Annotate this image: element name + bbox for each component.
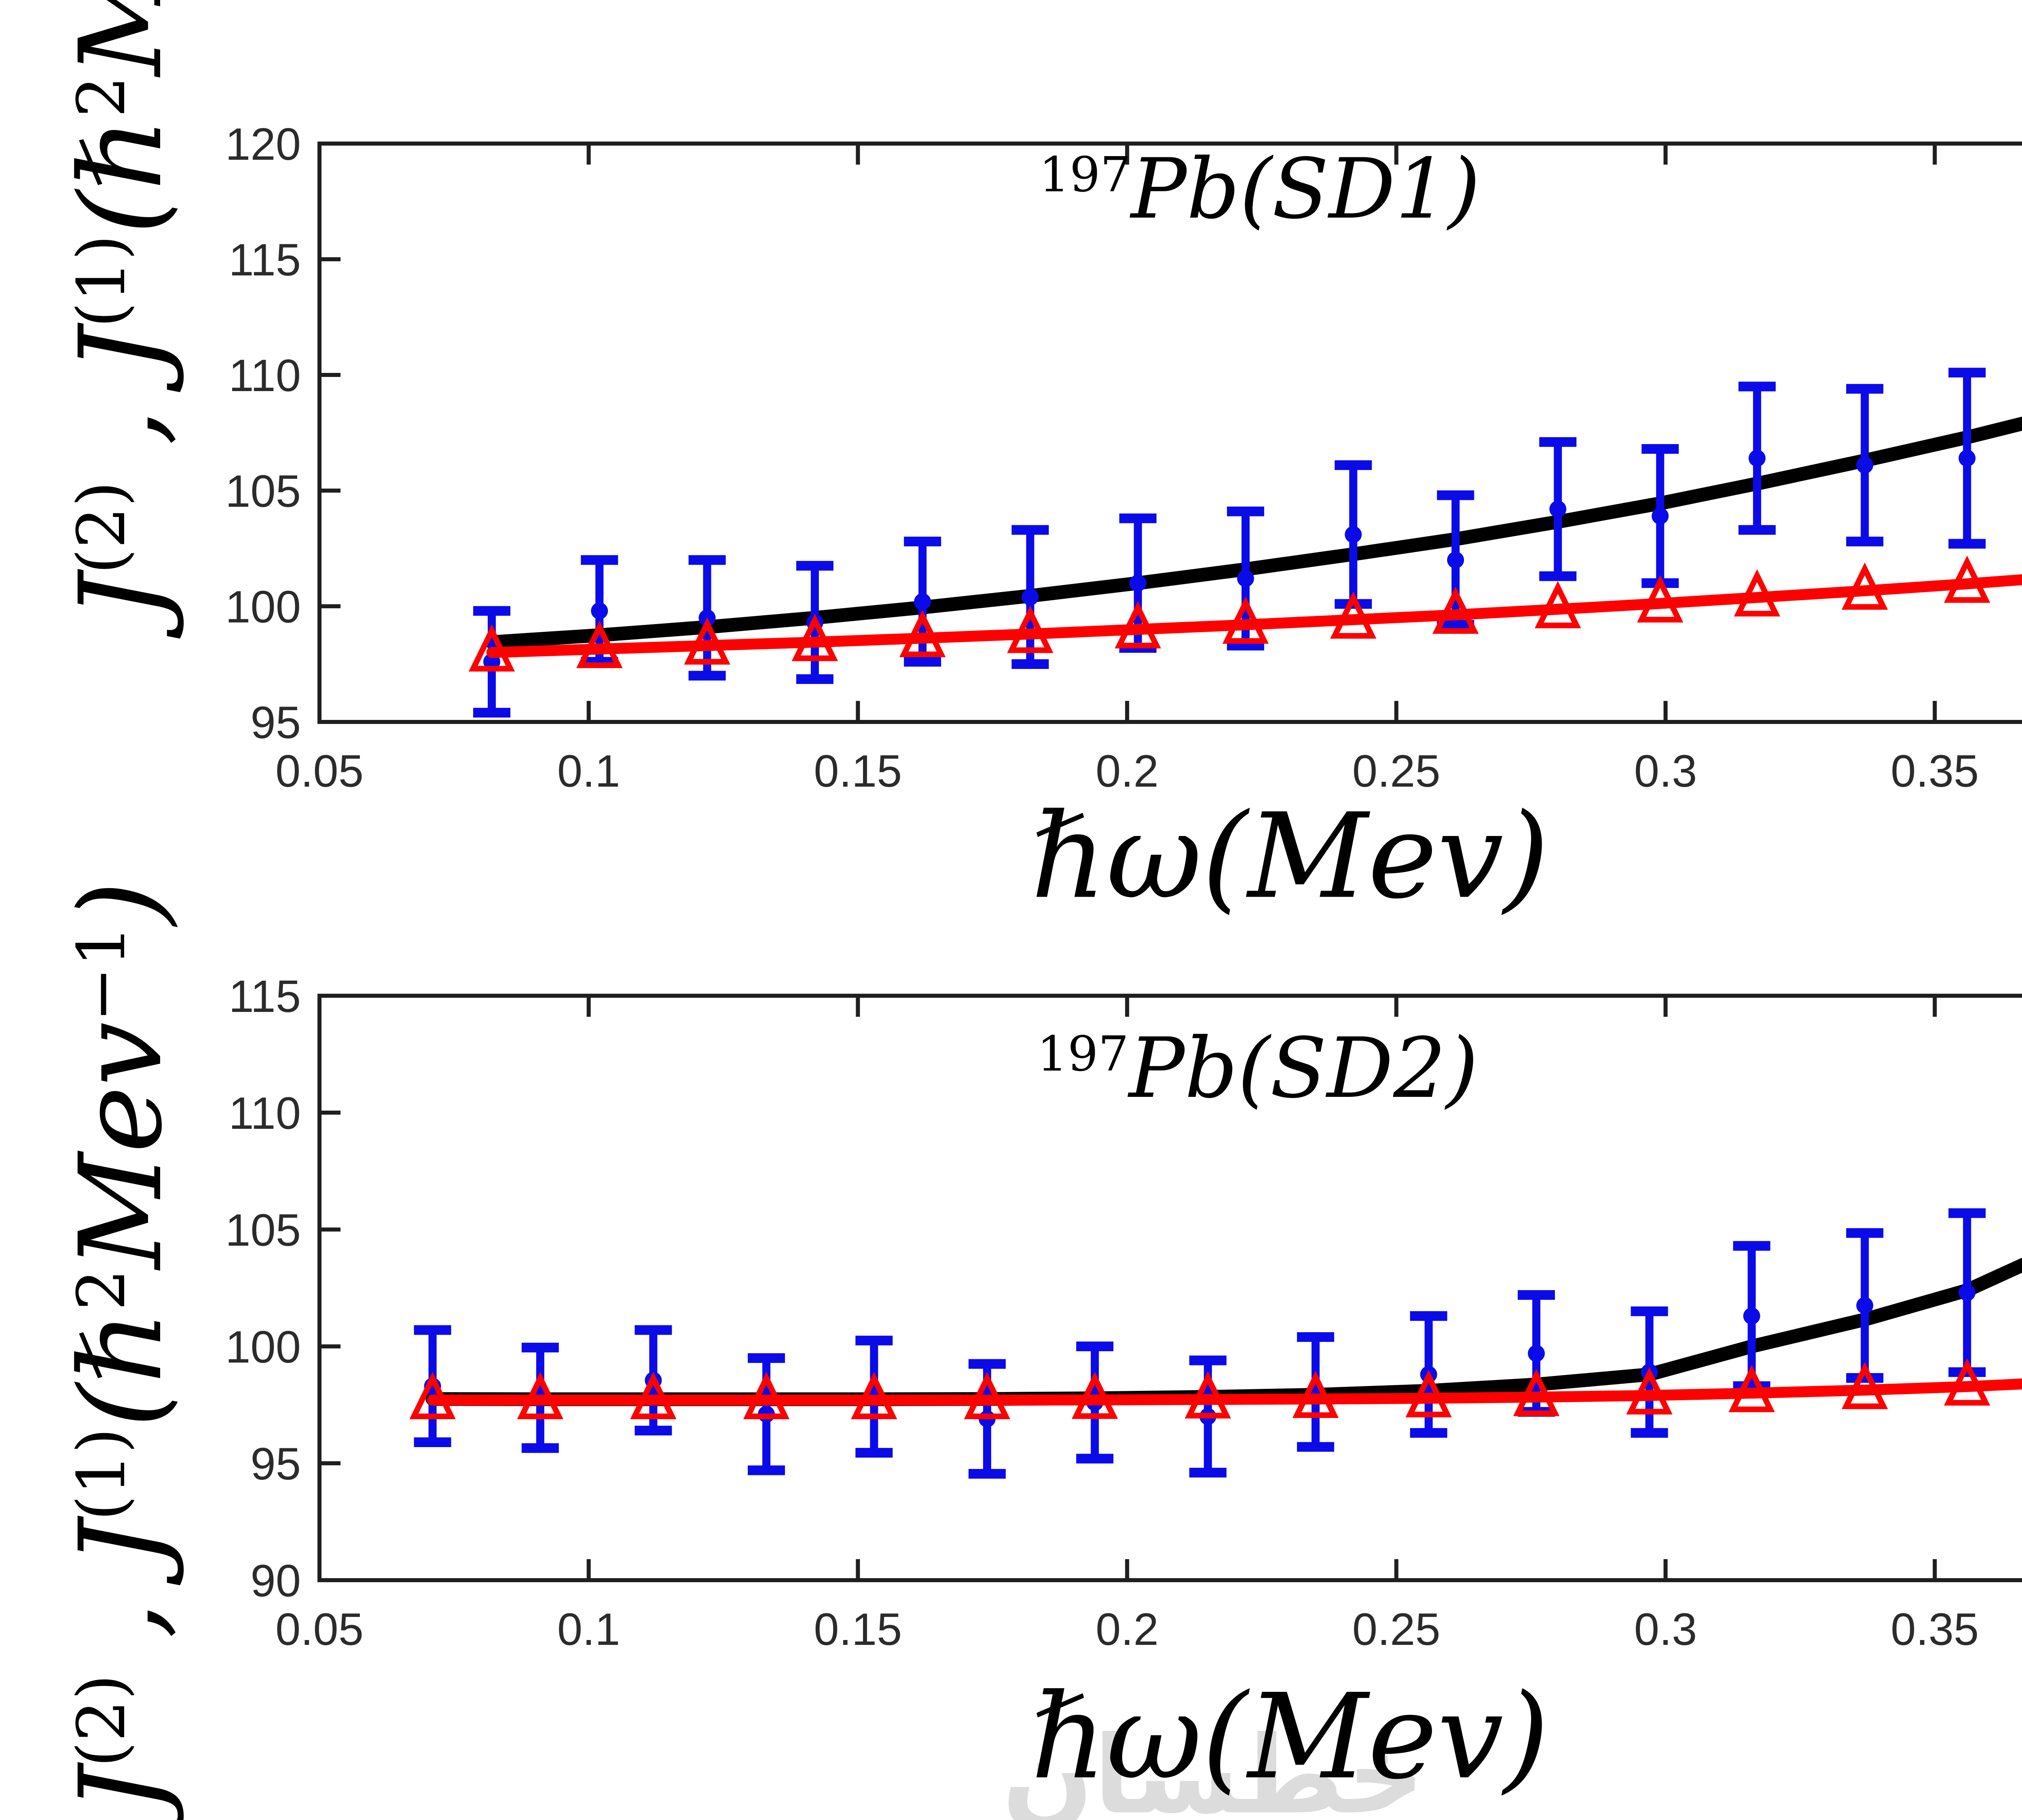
- axis-ticks: 0.050.10.150.20.250.30.350.4909510010511…: [225, 971, 1979, 1655]
- marker-triangle: [1115, 601, 1161, 649]
- y-tick-label: 100: [225, 1322, 301, 1372]
- data-point-dot: [1129, 574, 1146, 592]
- marker-triangle: [1944, 1358, 1990, 1406]
- subplot-sd1-title: 197Pb(SD1): [1039, 141, 1481, 237]
- y-tick-label: 110: [228, 350, 301, 401]
- marker-triangle: [1535, 581, 1581, 629]
- data-point-dot: [1447, 551, 1464, 569]
- marker-triangle: [1292, 1371, 1339, 1418]
- x-tick-label: 0.3: [1634, 746, 1697, 796]
- marker-triangle: [576, 620, 623, 668]
- marker-triangle: [630, 1372, 677, 1419]
- subplot-sd2-xlabel: ℏω(Mev): [1031, 1669, 1549, 1805]
- x-tick-label: 0.05: [275, 746, 364, 796]
- series-j2-theory-red: [468, 555, 2022, 672]
- x-tick-label: 0.2: [1096, 746, 1159, 796]
- y-tick-label: 95: [250, 1439, 301, 1489]
- marker-triangle: [1637, 575, 1684, 623]
- y-tick-label: 100: [225, 582, 301, 632]
- y-tick-label: 120: [225, 119, 301, 169]
- x-tick-label: 0.15: [814, 1604, 902, 1655]
- marker-triangle: [851, 1372, 897, 1419]
- marker-triangle: [1007, 605, 1053, 653]
- subplot-sd2-title: 197Pb(SD2): [1037, 1020, 1478, 1117]
- axes-box: [317, 142, 2022, 724]
- j2-theory-red-line: [486, 574, 2022, 658]
- marker-triangle: [1626, 1367, 1673, 1415]
- data-point-dot: [1022, 588, 1039, 606]
- x-tick-label: 0.1: [557, 1604, 620, 1655]
- x-tick-label: 0.15: [814, 746, 902, 796]
- data-point-dot: [1959, 449, 1976, 467]
- x-tick-label: 0.05: [275, 1604, 364, 1655]
- data-point-dot: [1743, 1307, 1760, 1325]
- marker-triangle: [1841, 1362, 1888, 1409]
- marker-triangle: [1072, 1371, 1118, 1419]
- marker-triangle: [1734, 569, 1781, 617]
- marker-triangle: [743, 1372, 790, 1419]
- subplot-sd1-ylabel: J(2) , J(1)(ℏ2Mev−1): [55, 0, 187, 620]
- marker-triangle: [791, 614, 838, 661]
- data-point-dot: [1237, 570, 1254, 587]
- y-tick-label: 110: [228, 1088, 301, 1139]
- marker-triangle: [1944, 555, 1990, 603]
- series-j2-theory-red: [409, 1358, 2022, 1419]
- data-point-dot: [1528, 1345, 1545, 1362]
- marker-triangle: [1513, 1369, 1560, 1416]
- data-point-dot: [1748, 449, 1766, 467]
- x-tick-label: 0.35: [1891, 746, 1979, 796]
- marker-triangle: [1841, 562, 1888, 610]
- x-tick-label: 0.2: [1096, 1604, 1159, 1655]
- y-tick-label: 105: [225, 1205, 301, 1255]
- subplot-sd1-xlabel: ℏω(Mev): [1031, 788, 1549, 925]
- subplot-sd1: 0.050.10.150.20.250.30.350.4951001051101…: [225, 119, 2022, 796]
- x-tick-label: 0.25: [1352, 1604, 1440, 1655]
- data-point-dot: [1345, 526, 1362, 543]
- axis-ticks: 0.050.10.150.20.250.30.350.4951001051101…: [225, 119, 1979, 796]
- marker-triangle: [468, 624, 515, 672]
- marker-triangle: [409, 1372, 456, 1419]
- y-tick-label: 95: [250, 697, 301, 748]
- marker-triangle: [1222, 596, 1269, 644]
- marker-triangle: [1728, 1365, 1775, 1412]
- data-point-dot: [591, 602, 608, 620]
- j1-theory-black-line: [425, 1257, 2022, 1406]
- marker-triangle: [1405, 1370, 1452, 1418]
- marker-triangle: [1330, 591, 1377, 639]
- marker-triangle: [1432, 586, 1479, 634]
- data-point-dot: [1856, 457, 1874, 474]
- y-tick-label: 90: [250, 1555, 301, 1606]
- marker-triangle: [899, 610, 946, 657]
- marker-triangle: [517, 1372, 564, 1419]
- y-tick-label: 105: [225, 466, 301, 516]
- j2-theory-red-line: [427, 1378, 2022, 1406]
- data-point-dot: [1959, 1284, 1976, 1302]
- data-point-dot: [1652, 507, 1669, 525]
- series-j1-theory-black: [425, 1257, 2022, 1406]
- x-tick-label: 0.35: [1891, 1604, 1979, 1655]
- subplot-sd2: 0.050.10.150.20.250.30.350.4909510010511…: [225, 971, 2022, 1655]
- x-tick-label: 0.3: [1634, 1604, 1697, 1655]
- data-point-dot: [1549, 500, 1567, 518]
- axes-box: [317, 994, 2022, 1582]
- y-tick-label: 115: [228, 971, 301, 1022]
- marker-triangle: [1184, 1371, 1231, 1419]
- data-point-dot: [1856, 1297, 1874, 1314]
- x-tick-label: 0.1: [557, 746, 620, 796]
- data-point-dot: [914, 593, 931, 610]
- subplot-sd2-ylabel: J(2) , J(1)(ℏ2Mev−1): [55, 881, 187, 1813]
- x-tick-label: 0.25: [1352, 746, 1440, 796]
- watermark: خطسان: [1002, 1713, 1425, 1820]
- marker-triangle: [964, 1372, 1011, 1419]
- y-tick-label: 115: [228, 235, 301, 285]
- marker-triangle: [684, 617, 730, 665]
